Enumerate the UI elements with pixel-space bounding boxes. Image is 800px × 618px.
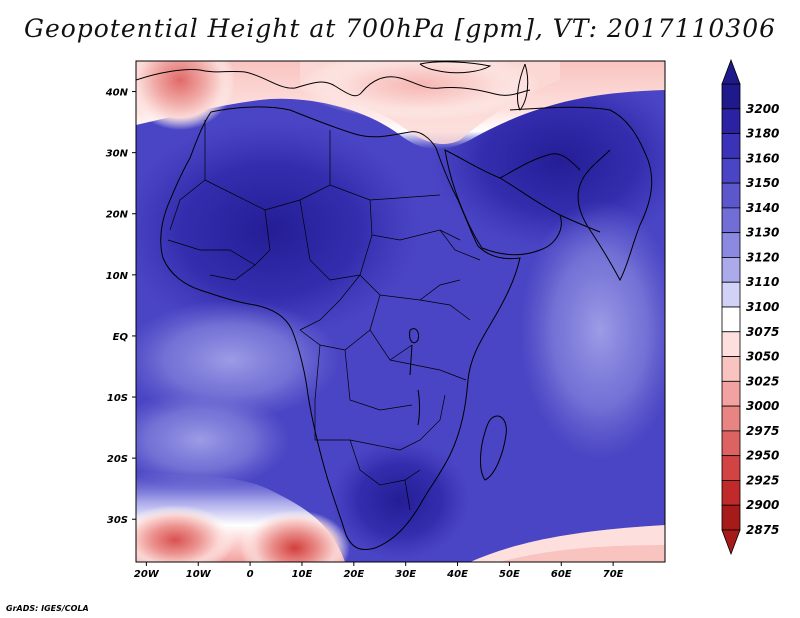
- colorbar-label: 2950: [746, 449, 779, 463]
- lon-label: 10E: [292, 569, 313, 580]
- colorbar-segment: [721, 405, 741, 432]
- credit-text: GrADS: IGES/COLA: [6, 604, 89, 613]
- colorbar-label: 3200: [746, 102, 779, 116]
- colorbar-segment: [721, 232, 741, 258]
- colorbar-label: 2975: [746, 424, 779, 438]
- colorbar-label: 3110: [746, 275, 779, 289]
- colorbar-segment: [721, 157, 741, 184]
- colorbar-label: 2875: [746, 523, 779, 537]
- lon-label: 50E: [499, 569, 520, 580]
- coastlines: [136, 61, 653, 550]
- colorbar-label: 3150: [746, 176, 779, 190]
- colorbar-label: 3120: [746, 250, 779, 264]
- colorbar-label: 3050: [746, 350, 779, 364]
- lon-label: 20W: [134, 569, 160, 580]
- lon-label: 40E: [446, 569, 468, 580]
- lon-label: 10W: [186, 569, 212, 580]
- colorbar-label: 3140: [746, 201, 779, 215]
- colorbar-label: 3075: [746, 325, 779, 339]
- lat-label: 30S: [107, 515, 128, 526]
- colorbar-segment: [721, 356, 741, 382]
- colorbar-segment: [721, 281, 741, 308]
- colorbar-segment: [721, 108, 741, 134]
- colorbar-segment: [721, 207, 741, 234]
- colorbar-segment: [721, 430, 741, 457]
- colorbar-segment: [721, 331, 741, 357]
- lat-label: 20N: [106, 210, 129, 221]
- colorbar-segment: [721, 380, 741, 407]
- longitude-axis: 20W 10W 0 10E 20E 30E 40E 50E 60E 70E: [134, 562, 624, 580]
- colorbar-segment: [721, 83, 741, 110]
- colorbar-label: 3100: [746, 300, 779, 314]
- colorbar-segment: [721, 455, 741, 481]
- colorbar-segment: [721, 480, 741, 506]
- colorbar-label: 3180: [746, 127, 779, 141]
- colorbar-bottom-arrow: [721, 529, 741, 556]
- map-title: Geopotential Height at 700hPa [gpm], VT:…: [23, 14, 777, 43]
- lat-label: 10N: [106, 271, 129, 282]
- country-borders: [167, 120, 481, 511]
- lon-label: 20E: [343, 569, 364, 580]
- map-frame: [135, 60, 666, 563]
- colorbar-segment: [721, 182, 741, 209]
- colorbar-top-arrow: [721, 58, 741, 85]
- lat-label: EQ: [113, 332, 129, 343]
- colorbar: 3200 3180 3160 3150 3140 3130 3120 3110 3100 3075…: [721, 58, 779, 556]
- colorbar-segment: [721, 257, 741, 283]
- lon-label: 30E: [395, 569, 416, 580]
- height-field: [136, 61, 665, 562]
- lon-label: 60E: [551, 569, 572, 580]
- latitude-axis: 40N 30N 20N 10N EQ 10S 20S 30S: [105, 88, 136, 526]
- colorbar-segment: [721, 306, 741, 333]
- lat-label: 20S: [107, 454, 128, 465]
- lon-label: 70E: [603, 569, 624, 580]
- lon-label: 0: [247, 569, 254, 580]
- lat-label: 10S: [107, 393, 128, 404]
- colorbar-segment: [721, 504, 741, 531]
- colorbar-label: 2925: [746, 473, 779, 487]
- lat-label: 40N: [105, 88, 129, 99]
- colorbar-label: 3130: [746, 226, 779, 240]
- colorbar-label: 2900: [746, 498, 779, 512]
- colorbar-label: 3160: [746, 151, 779, 165]
- colorbar-label: 3025: [746, 374, 779, 388]
- colorbar-label: 3000: [746, 399, 779, 413]
- colorbar-segment: [721, 133, 741, 159]
- lat-label: 30N: [106, 149, 129, 160]
